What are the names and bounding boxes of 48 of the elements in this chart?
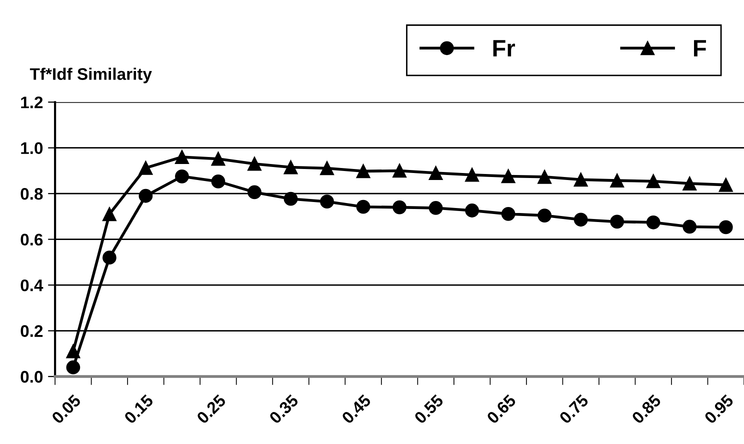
point [501, 206, 516, 221]
point [682, 220, 697, 234]
point [682, 176, 697, 190]
point [392, 164, 406, 178]
point [356, 164, 370, 178]
point [66, 344, 80, 358]
point [392, 200, 406, 214]
point [465, 204, 479, 218]
point [646, 174, 660, 188]
y-tick-label: 0.8 [20, 188, 43, 200]
point [211, 174, 226, 188]
point [538, 170, 552, 184]
chart-title: Tf*Idf Similarity [30, 68, 152, 84]
y-tick-label: 1.2 [21, 96, 43, 108]
point [356, 200, 370, 214]
point [428, 201, 443, 215]
point [211, 152, 226, 166]
point [175, 150, 189, 164]
point [646, 215, 660, 230]
point [718, 220, 733, 234]
y-tick-label: 0.0 [20, 370, 43, 383]
legend-label: F [694, 40, 706, 56]
point [718, 178, 733, 192]
point [175, 169, 189, 184]
point [284, 192, 298, 206]
point [138, 188, 153, 203]
point [610, 214, 624, 229]
point [102, 207, 116, 222]
point [501, 169, 516, 184]
point [610, 174, 624, 188]
y-tick-label: 0.4 [20, 279, 44, 292]
point [428, 166, 443, 180]
point [66, 360, 80, 374]
point [574, 172, 588, 187]
point [102, 250, 116, 265]
point [138, 161, 153, 175]
point [248, 185, 262, 200]
point [320, 194, 334, 209]
y-tick-label: 0.2 [20, 325, 43, 337]
point [320, 161, 334, 176]
point [465, 168, 479, 182]
legend-label: Fr [493, 40, 516, 56]
y-tick-label: 0.6 [20, 234, 43, 246]
point [574, 212, 588, 227]
point [248, 156, 262, 171]
point [538, 208, 552, 222]
point [284, 160, 298, 174]
y-tick-label: 1.0 [21, 142, 43, 154]
